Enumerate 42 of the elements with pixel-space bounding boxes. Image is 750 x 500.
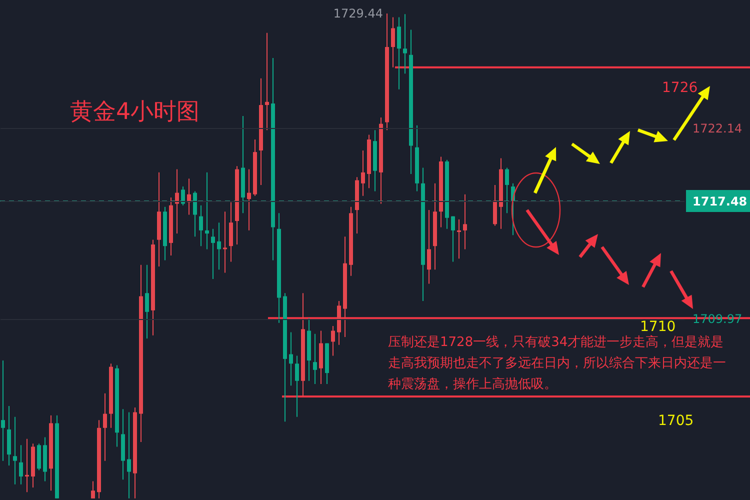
text: 黄金4小时图 (70, 99, 200, 125)
candlestick (331, 326, 335, 356)
candlestick (217, 222, 221, 270)
candlestick (247, 168, 251, 231)
candlestick (295, 355, 299, 418)
candlestick (403, 14, 407, 74)
candlestick (313, 333, 317, 385)
candlestick (229, 202, 233, 262)
candlestick (361, 150, 365, 196)
candlestick (193, 190, 197, 238)
candlestick (289, 332, 293, 386)
candlestick (145, 264, 149, 340)
candlestick (25, 438, 29, 493)
annotation: 1729.44 (333, 6, 383, 20)
candlestick (91, 480, 95, 499)
candlestick (19, 444, 23, 485)
annotation: 压制还是1728一线，只有破34才能进一步走高，但是就是走高我预期也走不了多远在日内，所以综合下来日内还是一种震荡盘，操作上高抛低吸。 (388, 334, 726, 392)
candlestick (463, 194, 467, 250)
candlestick (493, 184, 497, 226)
y-tick-label: 1717.48 (692, 194, 748, 208)
candlestick (199, 204, 203, 247)
candlestick (397, 16, 401, 90)
candlestick (1, 360, 5, 462)
candlestick (391, 16, 395, 68)
candlestick (211, 228, 215, 280)
candlestick (223, 211, 227, 274)
candlestick (13, 416, 17, 485)
candlestick (451, 216, 455, 262)
y-tick-label: 1722.14 (692, 121, 742, 136)
candlestick (175, 168, 179, 234)
candlestick (457, 218, 461, 260)
candlestick (205, 172, 209, 250)
candlestick (265, 32, 269, 131)
candlestick (127, 412, 131, 499)
candlestick (181, 186, 185, 206)
ref-line-label: 1705 (658, 413, 694, 429)
candlestick (505, 167, 509, 214)
ref-line-label: 1710 (640, 319, 676, 335)
ref-line-label: 1726 (662, 80, 698, 96)
candlestick (37, 443, 41, 471)
candlestick (103, 392, 107, 462)
candlestick (427, 210, 431, 284)
